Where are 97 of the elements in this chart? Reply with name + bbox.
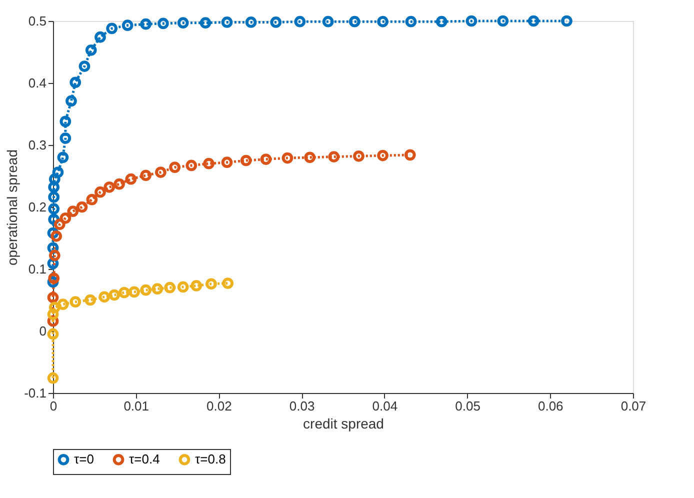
x-tick-label: 0.05	[455, 398, 480, 414]
point	[377, 150, 388, 162]
point	[48, 272, 60, 284]
legend-label: τ=0.8	[195, 452, 226, 467]
y-tick-label: 0.2	[28, 200, 46, 214]
x-tick-label: 0.01	[124, 398, 150, 414]
x-tick-label: 0.06	[538, 398, 564, 414]
point	[118, 286, 130, 298]
point	[48, 203, 60, 215]
point	[54, 218, 66, 230]
point	[47, 292, 59, 304]
point	[48, 250, 60, 262]
point	[52, 166, 64, 178]
point	[240, 154, 252, 166]
point	[125, 173, 137, 185]
point	[322, 16, 334, 28]
point	[186, 160, 198, 172]
point	[57, 152, 69, 164]
point	[353, 150, 364, 162]
point	[294, 16, 306, 28]
point	[70, 296, 82, 308]
point	[282, 152, 294, 164]
point	[245, 16, 257, 28]
x-axis-title: credit spread	[303, 416, 384, 432]
point	[48, 181, 60, 193]
point	[177, 17, 189, 29]
point	[169, 162, 180, 173]
point	[98, 291, 110, 303]
point	[497, 15, 509, 27]
point	[140, 170, 152, 182]
point	[66, 95, 77, 107]
x-tick-label: 0.07	[620, 398, 646, 414]
point	[260, 154, 272, 165]
point	[164, 282, 176, 294]
y-axis-title: operational spread	[4, 150, 20, 266]
point	[466, 15, 478, 27]
point	[106, 22, 118, 34]
x-tick-label: 0.04	[372, 398, 398, 414]
point	[404, 149, 416, 161]
point	[94, 186, 106, 198]
point	[94, 31, 106, 43]
point	[76, 201, 88, 213]
y-tick-label: 0.1	[28, 262, 46, 276]
point	[57, 298, 69, 310]
point	[140, 18, 152, 30]
point	[47, 372, 59, 384]
point	[48, 173, 60, 185]
point	[203, 158, 214, 170]
point	[270, 16, 282, 28]
point	[47, 328, 59, 340]
point	[60, 212, 72, 224]
point	[108, 289, 120, 301]
point	[177, 281, 189, 293]
point	[67, 206, 79, 218]
point	[47, 308, 59, 320]
point	[221, 16, 233, 28]
point	[48, 302, 60, 314]
point	[85, 44, 97, 56]
x-tick-label: 0.02	[206, 398, 232, 414]
point	[84, 294, 96, 306]
point	[155, 166, 166, 178]
point	[405, 16, 417, 28]
point	[561, 15, 572, 27]
point	[78, 60, 90, 72]
point	[304, 152, 316, 164]
point	[377, 16, 388, 28]
point	[328, 151, 340, 162]
point	[114, 178, 125, 190]
point	[152, 283, 164, 295]
point	[86, 194, 98, 206]
point	[158, 18, 169, 30]
point	[104, 181, 116, 193]
point	[528, 15, 540, 27]
point	[190, 280, 202, 292]
point	[200, 17, 212, 29]
legend-label: τ=0.4	[129, 452, 160, 467]
x-tick-label: 0.03	[289, 398, 315, 414]
point	[60, 132, 72, 144]
point	[50, 230, 62, 242]
point	[221, 156, 233, 168]
point	[206, 278, 217, 290]
point	[128, 286, 140, 298]
x-tick-label: 0	[50, 398, 58, 414]
y-tick-label: -0.1	[24, 386, 46, 400]
point	[122, 20, 134, 32]
point	[60, 116, 72, 128]
legend-label: τ=0	[74, 452, 94, 467]
point	[348, 16, 360, 28]
point	[436, 16, 448, 28]
y-tick-label: 0	[39, 324, 46, 338]
point	[70, 76, 82, 88]
point	[140, 284, 152, 296]
y-tick-label: 0.4	[28, 76, 46, 90]
y-tick-label: 0.5	[28, 14, 46, 28]
y-tick-label: 0.3	[28, 138, 46, 152]
point	[222, 278, 234, 289]
point	[48, 191, 60, 203]
